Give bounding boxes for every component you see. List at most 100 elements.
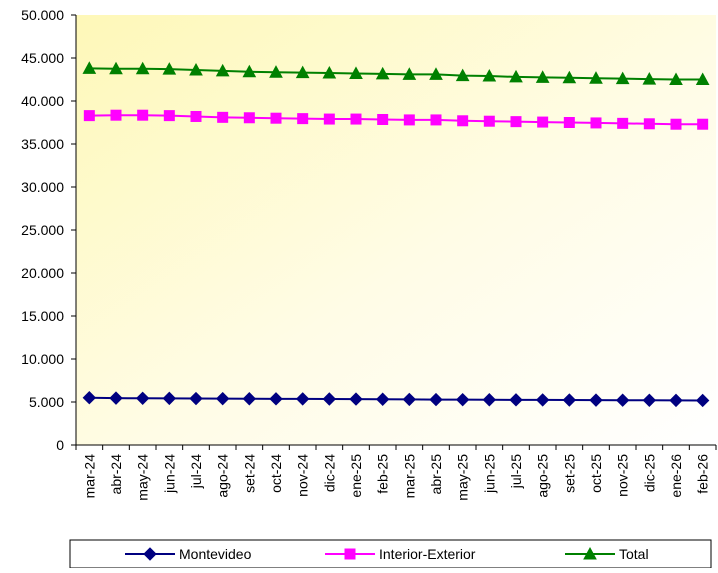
data-point-total <box>482 69 497 82</box>
data-point-interior-exterior <box>163 110 175 122</box>
x-tick-label: nov-25 <box>615 454 631 497</box>
y-tick-label: 30.000 <box>21 179 64 195</box>
legend-marker <box>143 547 157 561</box>
y-tick-label: 5.000 <box>29 394 64 410</box>
data-point-interior-exterior <box>510 116 522 128</box>
x-tick-label: jun-25 <box>481 454 497 494</box>
data-point-total <box>349 66 363 79</box>
data-point-montevideo <box>429 392 443 407</box>
data-point-total <box>669 72 683 85</box>
data-point-interior-exterior <box>483 115 495 127</box>
data-point-total <box>189 62 203 76</box>
legend-label: Montevideo <box>179 546 252 562</box>
series-interior-exterior <box>83 109 709 130</box>
data-point-interior-exterior <box>297 113 309 125</box>
data-point-montevideo <box>242 392 257 406</box>
data-point-total <box>162 62 177 75</box>
x-tick-label: nov-24 <box>295 454 311 497</box>
data-point-montevideo <box>322 392 337 406</box>
data-point-interior-exterior <box>377 113 389 125</box>
y-tick-label: 10.000 <box>21 351 64 367</box>
x-tick-label: dic-24 <box>321 454 337 492</box>
data-point-total <box>642 72 657 85</box>
data-point-montevideo <box>269 392 283 406</box>
data-point-total <box>269 65 283 78</box>
y-tick-label: 40.000 <box>21 93 64 109</box>
data-point-total <box>135 61 150 75</box>
data-point-total <box>509 69 523 83</box>
x-tick-label: set-24 <box>241 454 257 493</box>
x-tick-label: feb-26 <box>695 454 711 494</box>
x-tick-label: jul-25 <box>508 454 524 489</box>
y-tick-label: 35.000 <box>21 136 64 152</box>
x-tick-label: may-25 <box>455 454 471 501</box>
data-point-montevideo <box>562 393 577 407</box>
x-tick-label: abr-25 <box>428 454 444 495</box>
data-point-total <box>215 63 230 77</box>
y-axis-ticks: 0 5.000 10.000 15.000 20.000 25.000 30.000 35.0… <box>21 7 76 453</box>
data-point-total <box>562 70 577 84</box>
data-point-interior-exterior <box>243 112 255 124</box>
legend-item-total: Total <box>565 546 649 562</box>
data-point-interior-exterior <box>670 118 682 130</box>
data-point-montevideo <box>695 393 710 408</box>
y-tick-label: 25.000 <box>21 222 64 238</box>
data-point-total <box>82 61 97 74</box>
data-point-total <box>695 72 710 85</box>
data-point-montevideo <box>162 391 177 406</box>
data-point-interior-exterior <box>350 113 362 125</box>
legend-label: Total <box>619 546 649 562</box>
x-tick-label: mar-25 <box>401 454 417 499</box>
data-point-montevideo <box>402 392 417 407</box>
data-point-interior-exterior <box>430 114 442 126</box>
series-montevideo <box>82 390 710 408</box>
data-point-total <box>295 65 310 79</box>
data-point-total <box>375 66 390 80</box>
data-point-total <box>242 64 257 78</box>
data-point-total <box>455 68 470 82</box>
data-point-interior-exterior <box>403 114 415 126</box>
y-tick-label: 20.000 <box>21 265 64 281</box>
data-point-montevideo <box>189 391 203 406</box>
data-point-montevideo <box>455 392 470 407</box>
x-tick-label: mar-24 <box>81 454 97 499</box>
data-point-montevideo <box>295 392 310 406</box>
series-group <box>82 61 710 408</box>
data-point-montevideo <box>589 393 603 407</box>
series-total <box>82 61 710 85</box>
data-point-interior-exterior <box>110 109 122 121</box>
data-point-interior-exterior <box>590 117 602 129</box>
data-point-interior-exterior <box>537 116 549 128</box>
data-point-interior-exterior <box>697 118 709 130</box>
x-tick-label: ene-26 <box>668 454 684 498</box>
data-point-interior-exterior <box>190 110 202 122</box>
y-tick-label: 0 <box>56 437 64 453</box>
data-point-montevideo <box>669 393 683 408</box>
x-tick-label: jun-24 <box>161 454 177 494</box>
data-point-total <box>109 61 123 75</box>
data-point-interior-exterior <box>617 117 629 129</box>
data-point-montevideo <box>215 391 230 406</box>
x-tick-label: set-25 <box>561 454 577 493</box>
data-point-montevideo <box>509 393 523 407</box>
legend-marker <box>583 546 597 560</box>
data-point-total <box>429 67 443 80</box>
plot-area <box>76 15 716 445</box>
x-tick-label: abr-24 <box>108 454 124 495</box>
series-line-total <box>89 67 703 81</box>
legend-marker <box>344 548 356 560</box>
data-point-interior-exterior <box>137 109 149 121</box>
y-tick-label: 45.000 <box>21 50 64 66</box>
data-point-montevideo <box>82 390 97 405</box>
x-tick-label: oct-24 <box>268 454 284 493</box>
data-point-montevideo <box>615 393 630 407</box>
x-tick-label: ago-25 <box>535 454 551 498</box>
data-point-total <box>535 70 550 83</box>
data-point-total <box>322 66 337 79</box>
data-point-interior-exterior <box>457 115 469 127</box>
x-tick-label: dic-25 <box>641 454 657 492</box>
data-point-interior-exterior <box>270 112 282 124</box>
x-axis-ticks: mar-24 abr-24 may-24 jun-24 jul-24 ago-24 set-… <box>75 445 717 501</box>
